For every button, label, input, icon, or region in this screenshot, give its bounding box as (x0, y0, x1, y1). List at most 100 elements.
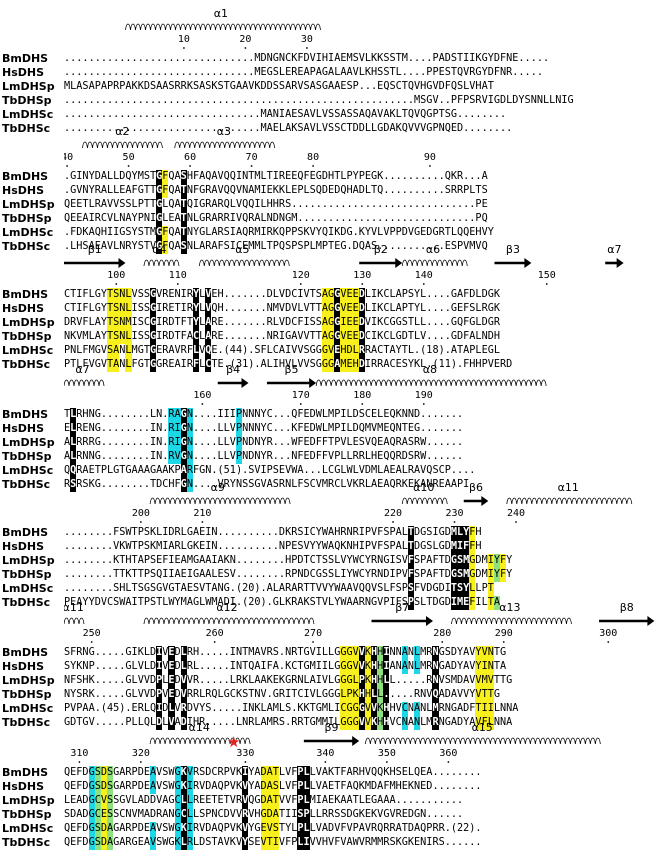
residue: . (457, 837, 464, 848)
residue: G (285, 331, 292, 342)
residue: . (426, 317, 433, 328)
residue: S (438, 837, 445, 848)
residue: G (125, 675, 132, 686)
residue: A (309, 81, 316, 92)
residue: T (174, 583, 181, 594)
residue: . (248, 95, 255, 106)
residue: I (389, 555, 396, 566)
strand-label: β3 (506, 243, 520, 256)
highlighted-residue: I (487, 554, 494, 568)
residue: L (401, 527, 408, 538)
residue: R (186, 359, 193, 370)
residue: T (119, 465, 126, 476)
residue: T (291, 689, 298, 700)
residue: G (199, 227, 206, 238)
residue: T (457, 345, 464, 356)
residue: L (334, 555, 341, 566)
residue: W (340, 597, 347, 608)
residue: L (377, 465, 384, 476)
residue: A (211, 227, 218, 238)
highlighted-residue: A (401, 660, 408, 674)
residue: Q (64, 823, 71, 834)
highlighted-residue: N (119, 302, 126, 316)
residue: A (82, 703, 89, 714)
residue: E (143, 823, 150, 834)
residue: N (493, 717, 500, 728)
residue: S (444, 109, 451, 120)
residue: . (199, 95, 206, 106)
residue: . (444, 199, 451, 210)
residue-number-tick (201, 403, 204, 405)
residue: T (186, 317, 193, 328)
residue: . (205, 109, 212, 120)
residue: . (340, 199, 347, 210)
residue: . (82, 123, 89, 134)
residue: I (162, 569, 169, 580)
residue: . (64, 583, 71, 594)
residue: . (530, 53, 537, 64)
residue: V (143, 675, 150, 686)
residue: K (395, 837, 402, 848)
residue: G (199, 185, 206, 196)
residue: M (321, 717, 329, 728)
residue: 1 (444, 359, 451, 370)
residue: . (426, 185, 433, 196)
residue: V (414, 123, 421, 134)
residue: S (352, 53, 359, 64)
sequence-row: TbDHSp NKVMLAYTSNLISSGIRDTFACLARE.......N… (0, 330, 670, 344)
highlighted-residue: A (414, 702, 421, 716)
residue: H (321, 53, 329, 64)
residue: A (199, 171, 206, 182)
residue: . (414, 795, 421, 806)
residue: F (297, 451, 304, 462)
residue: V (414, 81, 421, 92)
residue: L (420, 717, 427, 728)
residue-number-label: 340 (316, 748, 334, 759)
residue: V (278, 795, 286, 806)
residue: . (426, 437, 433, 448)
residue: S (285, 241, 292, 252)
strand-arrow: β3 (494, 243, 532, 268)
residue: . (113, 53, 120, 64)
residue: D (444, 527, 451, 538)
residue: R (266, 227, 273, 238)
residue: L (542, 95, 550, 106)
residue: G (426, 95, 433, 106)
residue: V (389, 717, 396, 728)
residue: . (137, 95, 144, 106)
residue: . (235, 555, 243, 566)
residue: . (119, 53, 126, 64)
residue: I (260, 465, 267, 476)
residue: G (371, 597, 378, 608)
residue: . (199, 409, 206, 420)
sequence-row: HsDHS ...............................MEGS… (0, 66, 670, 80)
highlighted-residue: G (156, 170, 163, 184)
residue: L (254, 717, 261, 728)
alignment-block: α9 α10 β6 α11 200 210 220 230 240 BmDHS ........FS… (0, 474, 670, 614)
residue: D (321, 171, 329, 182)
strand-label: β5 (285, 363, 299, 376)
highlighted-residue: T (106, 288, 114, 302)
residue: E (199, 541, 206, 552)
residue: Y (352, 171, 359, 182)
residue: G (487, 303, 494, 314)
residue: . (426, 795, 433, 806)
residue: Q (389, 409, 396, 420)
residue: . (205, 675, 212, 686)
residue: I (487, 95, 494, 106)
residue: A (88, 81, 95, 92)
residue: M (254, 67, 261, 78)
residue: . (143, 123, 150, 134)
residue: E (303, 423, 310, 434)
residue: L (285, 185, 292, 196)
residue: V (457, 689, 464, 700)
residue: C (358, 569, 365, 580)
residue: . (272, 569, 279, 580)
residue: . (223, 359, 230, 370)
residue: L (278, 67, 286, 78)
highlighted-residue: F (463, 540, 470, 554)
residue: G (377, 123, 384, 134)
residue: N (82, 185, 89, 196)
